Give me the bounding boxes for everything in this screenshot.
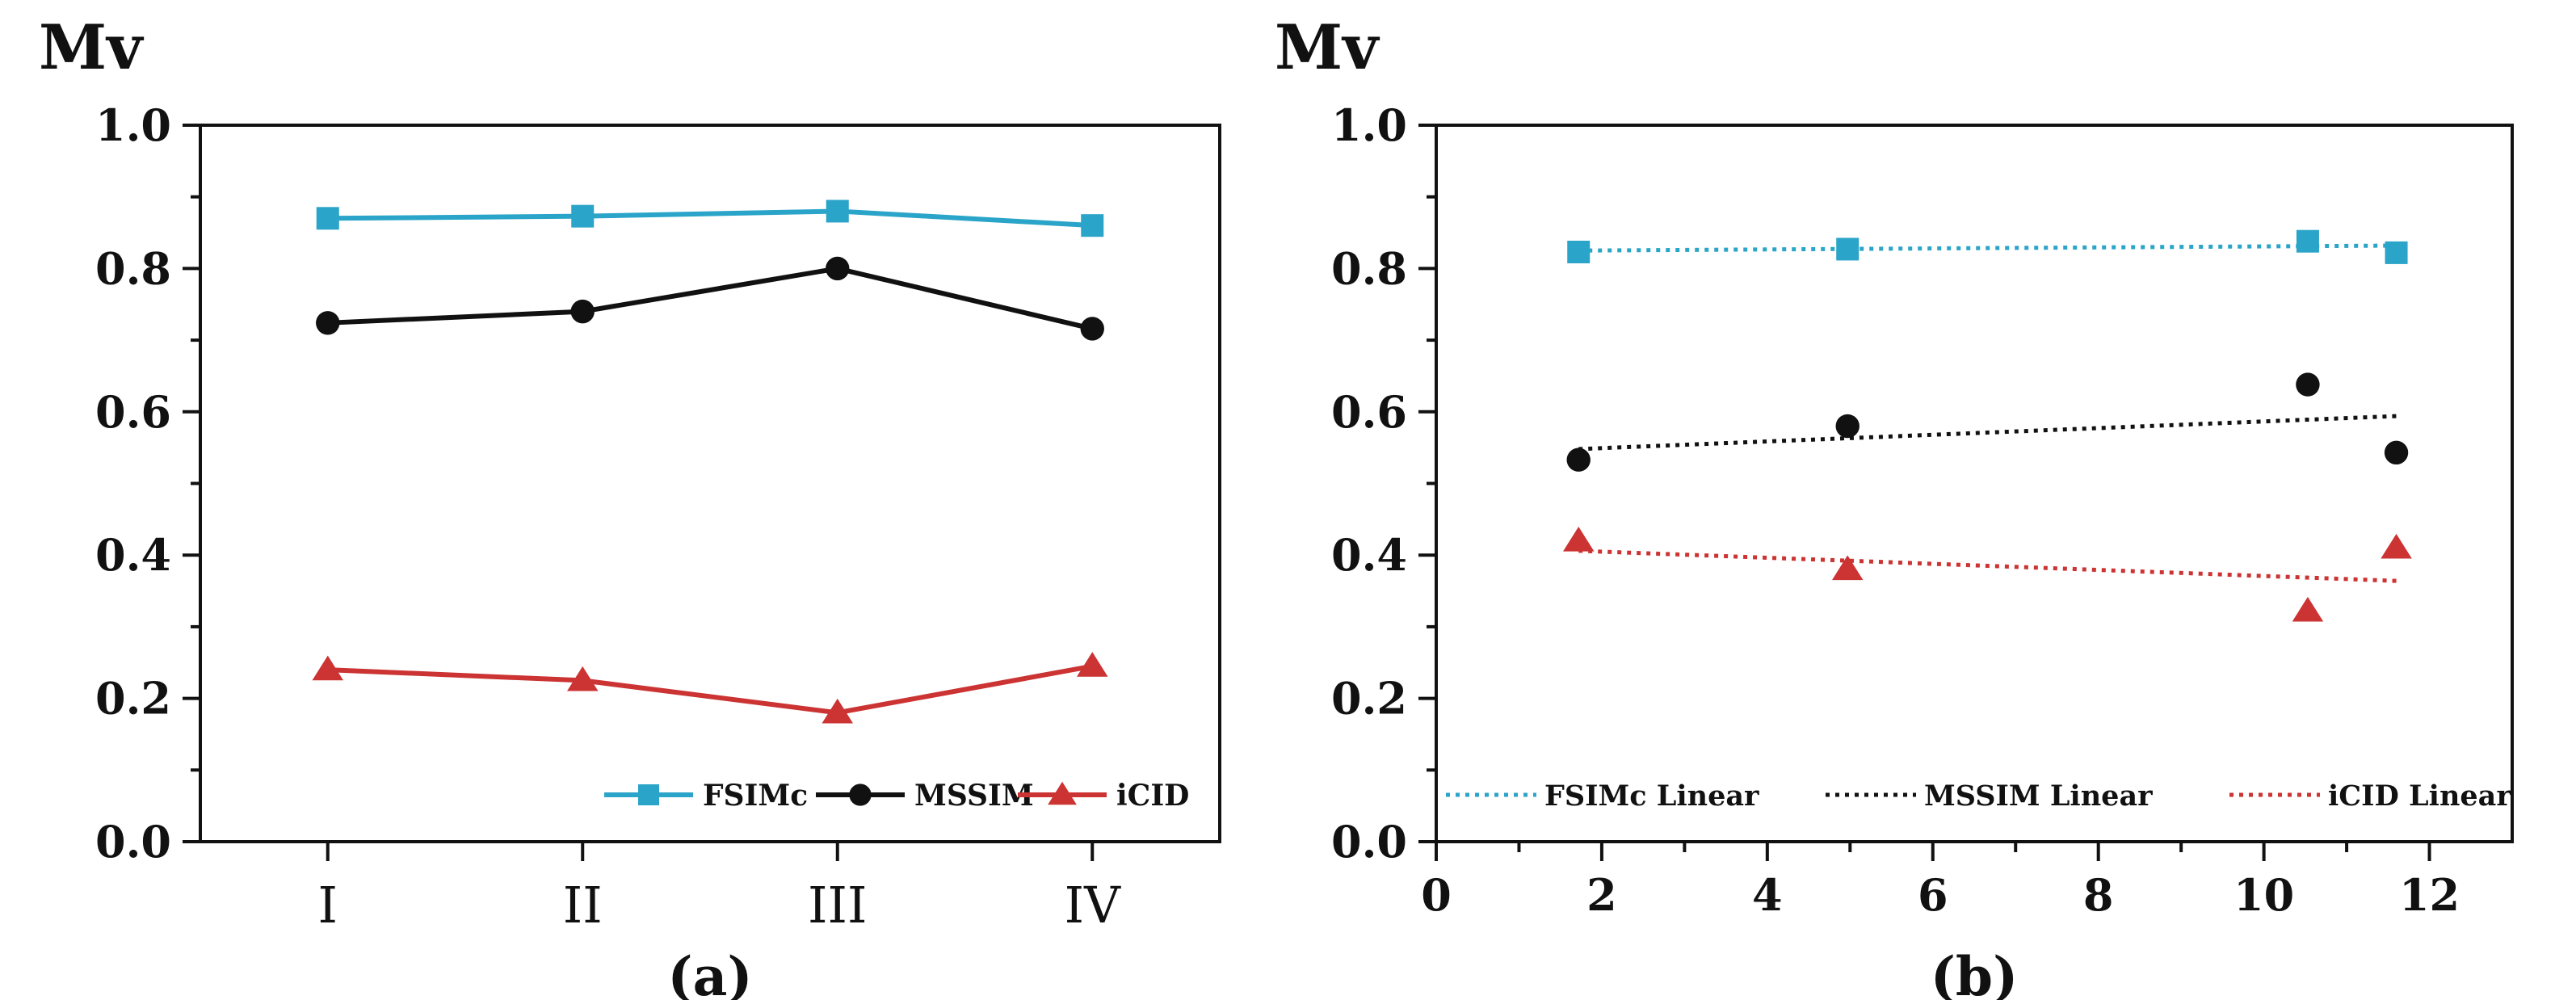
y-tick-label: 1.0 — [95, 99, 171, 151]
plot-frame — [199, 124, 1221, 843]
y-axis-label: Mv — [39, 11, 145, 83]
legend-label-fsimc: FSIMc Linear — [1544, 779, 1759, 813]
y-tick-label: 0.6 — [1331, 386, 1407, 438]
series-line-mssim — [327, 266, 1093, 331]
data-point-fsimc — [316, 207, 339, 230]
series-icid — [312, 652, 1108, 724]
data-point-mssim — [1835, 414, 1860, 439]
x-tick-label: 2 — [1586, 869, 1617, 921]
series-icid — [1562, 526, 2412, 622]
data-point-icid — [2292, 596, 2324, 622]
x-tick-label: 10 — [2234, 869, 2294, 921]
y-tick-label: 0.8 — [95, 242, 171, 294]
trend-line-icid — [1578, 548, 2397, 583]
x-tick-label: 12 — [2399, 869, 2460, 921]
data-point-fsimc — [1081, 214, 1104, 237]
y-tick-label: 0.6 — [95, 386, 171, 438]
x-tick-label: III — [808, 876, 867, 935]
legend: FSIMc MSSIM iCID — [604, 779, 1189, 813]
x-tick-label: I — [318, 876, 338, 935]
y-tick-label: 0.4 — [1331, 529, 1407, 581]
x-tick-label: 0 — [1421, 869, 1452, 921]
y-tick-label: 0.2 — [1331, 673, 1407, 725]
x-tick-label: II — [563, 876, 603, 935]
data-point-mssim — [826, 256, 850, 281]
data-point-mssim — [2384, 440, 2409, 465]
y-tick-label: 1.0 — [1331, 99, 1407, 151]
series-fsimc — [1567, 229, 2408, 264]
legend-label-mssim: MSSIM — [914, 779, 1034, 813]
data-point-fsimc — [2296, 229, 2319, 253]
panel-caption: (a) — [667, 945, 752, 1000]
data-point-icid — [1562, 526, 1595, 552]
plot-frame — [1435, 124, 2514, 843]
y-tick-label: 0.0 — [95, 816, 171, 868]
y-tick-label: 0.4 — [95, 529, 171, 581]
data-point-icid — [1831, 555, 1864, 581]
legend-marker-mssim — [849, 784, 872, 806]
data-point-icid — [1077, 652, 1108, 677]
chart-panel-b: 0.0 0.2 0.4 0.6 0.8 1.0 Mv (b) 0 2 4 6 8 10 12 FSIMc Li… — [1275, 11, 2514, 1000]
data-point-mssim — [316, 311, 340, 335]
data-point-fsimc — [2385, 241, 2408, 264]
y-tick-label: 0.8 — [1331, 242, 1407, 294]
data-point-mssim — [1080, 317, 1104, 341]
x-tick-label: 4 — [1752, 869, 1783, 921]
legend-label-icid: iCID — [1116, 779, 1189, 813]
data-point-icid — [2381, 533, 2412, 559]
series-line-icid — [327, 663, 1093, 716]
x-tick-label: 8 — [2083, 869, 2114, 921]
legend-label-mssim: MSSIM Linear — [1924, 779, 2153, 813]
data-point-fsimc — [826, 200, 849, 223]
y-tick-label: 0.2 — [95, 673, 171, 725]
data-point-fsimc — [1836, 237, 1860, 261]
series-mssim — [316, 256, 1104, 341]
data-point-mssim — [1566, 447, 1591, 472]
series-line-fsimc — [327, 208, 1093, 229]
y-axis-label: Mv — [1275, 11, 1380, 83]
series-fsimc — [316, 200, 1104, 237]
legend-marker-icid — [1048, 781, 1077, 805]
data-point-mssim — [2296, 372, 2320, 397]
series-mssim — [1566, 372, 2409, 472]
x-tick-label: IV — [1065, 876, 1121, 935]
trend-line-mssim — [1578, 414, 2397, 452]
data-point-mssim — [570, 299, 595, 324]
panel-caption: (b) — [1931, 945, 2019, 1000]
y-tick-label: 0.0 — [1331, 816, 1407, 868]
legend-marker-fsimc — [638, 784, 659, 805]
data-point-icid — [312, 655, 343, 681]
data-point-fsimc — [1567, 240, 1591, 263]
data-point-icid — [567, 666, 599, 691]
legend: FSIMc Linear MSSIM Linear iCID Linear — [1446, 779, 2511, 813]
data-point-fsimc — [571, 204, 595, 228]
legend-label-fsimc: FSIMc — [703, 779, 808, 813]
legend-label-icid: iCID Linear — [2328, 779, 2511, 813]
x-tick-label: 6 — [1918, 869, 1948, 921]
data-point-icid — [822, 698, 853, 724]
trend-line-fsimc — [1578, 243, 2397, 253]
